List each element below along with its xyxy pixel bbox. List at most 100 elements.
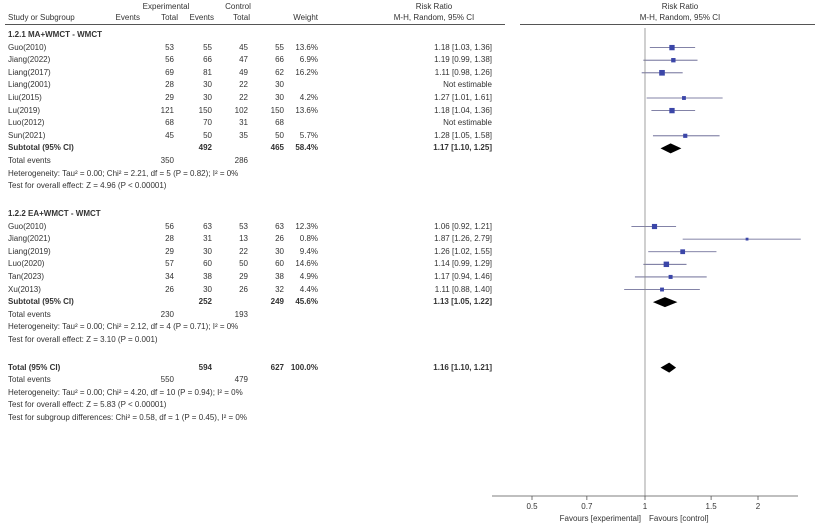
study-ci: 1.06 [0.92, 1.21] [434, 221, 492, 231]
study-name: Liang(2019) [8, 246, 51, 256]
overall-effect-text: Test for overall effect: Z = 3.10 (P = 0… [8, 334, 158, 344]
overall-effect-text: Test for overall effect: Z = 4.96 (P < 0… [8, 181, 167, 191]
subtotal-label: Subtotal (95% CI) [8, 143, 74, 153]
study-column-header: Study or Subgroup [8, 13, 75, 22]
ctrl-total: 26 [275, 234, 284, 244]
exp-events-header: Events [115, 13, 140, 22]
study-square [745, 237, 749, 241]
study-name: Tan(2023) [8, 271, 45, 281]
exp-total: 66 [203, 55, 212, 65]
ctrl-total: 66 [275, 55, 284, 65]
exp-total: 30 [203, 93, 212, 102]
total-events-ctrl: 193 [234, 309, 248, 319]
exp-events: 121 [160, 105, 174, 115]
ctrl-total: 30 [275, 80, 284, 90]
rr-method-header: M-H, Random, 95% CI [393, 13, 475, 22]
study-ci: 1.28 [1.05, 1.58] [434, 130, 492, 140]
ctrl-total: 30 [275, 93, 284, 102]
study-square [680, 249, 686, 255]
ctrl-total: 30 [275, 246, 284, 256]
study-square [659, 69, 665, 76]
exp-events: 57 [165, 259, 174, 269]
ctrl-events: 22 [239, 246, 248, 256]
study-weight: 4.9% [299, 271, 318, 281]
x-tick-label: 0.5 [526, 502, 538, 511]
study-weight: 14.6% [295, 259, 318, 269]
ctrl-events: 50 [239, 259, 248, 269]
subgroup-differences: Test for subgroup differences: Chi² = 0.… [8, 413, 247, 423]
x-tick-label: 1.5 [706, 502, 718, 511]
study-ci: 1.17 [0.94, 1.46] [434, 271, 492, 281]
study-ci: 1.26 [1.02, 1.55] [434, 246, 492, 256]
overall-total-events-label: Total events [8, 375, 51, 385]
pooled-diamond [660, 362, 677, 373]
pooled-diamond [652, 297, 678, 308]
ctrl-events: 22 [239, 93, 248, 102]
subgroup-title: 1.2.1 MA+WMCT - WMCT [8, 30, 102, 39]
ctrl-total: 68 [275, 118, 284, 128]
study-weight: 6.9% [299, 55, 318, 65]
study-name: Sun(2021) [8, 130, 46, 140]
study-weight: 12.3% [295, 221, 318, 231]
study-ci: 1.87 [1.26, 2.79] [434, 234, 492, 244]
plot-title: Risk Ratio [661, 2, 699, 11]
exp-events: 26 [165, 284, 174, 294]
total-ci: 1.16 [1.10, 1.21] [433, 362, 492, 372]
study-name: Xu(2013) [8, 284, 41, 294]
exp-total-header: Total [161, 13, 178, 22]
ctrl-events: 47 [239, 55, 248, 65]
exp-events: 69 [165, 67, 174, 77]
study-ci: 1.18 [1.03, 1.36] [434, 42, 492, 52]
study-name: Luo(2012) [8, 118, 45, 128]
study-weight: 5.7% [299, 130, 318, 140]
exp-total: 30 [203, 246, 212, 256]
exp-total: 50 [203, 130, 212, 140]
ctrl-events-header: Events [189, 13, 214, 22]
study-ci: 1.14 [0.99, 1.29] [434, 259, 492, 269]
study-square [683, 133, 688, 138]
study-ci: 1.27 [1.01, 1.61] [434, 93, 492, 102]
overall-effect: Test for overall effect: Z = 5.83 (P < 0… [8, 400, 167, 410]
ctrl-events: 102 [234, 105, 248, 115]
exp-events: 28 [165, 234, 174, 244]
study-square [663, 261, 670, 268]
exp-total: 81 [203, 67, 212, 77]
overall-heterogeneity: Heterogeneity: Tau² = 0.00; Chi² = 4.20,… [8, 387, 243, 397]
experimental-group-header: Experimental [142, 2, 190, 11]
exp-events: 45 [165, 130, 174, 140]
total-weight: 100.0% [290, 362, 318, 372]
total-events-label: Total events [8, 309, 51, 319]
pooled-diamond [660, 143, 682, 154]
ctrl-total: 32 [275, 284, 284, 294]
study-ci: 1.11 [0.98, 1.26] [434, 67, 492, 77]
subtotal-ctrl-total: 465 [270, 143, 284, 153]
heterogeneity-text: Heterogeneity: Tau² = 0.00; Chi² = 2.12,… [8, 322, 239, 332]
total-events-exp: 350 [160, 156, 174, 165]
x-tick-label: 0.7 [581, 502, 593, 511]
study-ci: 1.11 [0.88, 1.40] [434, 284, 492, 294]
study-name: Liang(2017) [8, 67, 51, 77]
ctrl-events: 45 [239, 42, 248, 52]
study-square [669, 107, 675, 114]
ctrl-events: 29 [239, 271, 248, 281]
ctrl-events: 26 [239, 284, 248, 294]
plot-method-header: M-H, Random, 95% CI [639, 13, 721, 22]
study-name: Guo(2010) [8, 221, 47, 231]
study-ci: 1.19 [0.99, 1.38] [434, 55, 492, 65]
x-tick-label: 2 [756, 502, 761, 511]
header-rule-right [520, 24, 815, 25]
study-weight: 16.2% [295, 67, 318, 77]
exp-events: 56 [165, 221, 174, 231]
exp-total: 31 [203, 234, 212, 244]
study-weight: 13.6% [295, 42, 318, 52]
total-events-exp: 230 [160, 309, 174, 319]
ctrl-events: 49 [239, 67, 248, 77]
exp-total: 38 [203, 271, 212, 281]
heterogeneity-text: Heterogeneity: Tau² = 0.00; Chi² = 2.21,… [8, 168, 239, 178]
subgroup-title: 1.2.2 EA+WMCT - WMCT [8, 208, 101, 218]
study-square [669, 44, 675, 51]
subtotal-weight: 58.4% [295, 143, 318, 153]
study-name: Jiang(2021) [8, 234, 51, 244]
total-ctrl-total: 627 [270, 362, 284, 372]
ctrl-total: 60 [275, 259, 284, 269]
